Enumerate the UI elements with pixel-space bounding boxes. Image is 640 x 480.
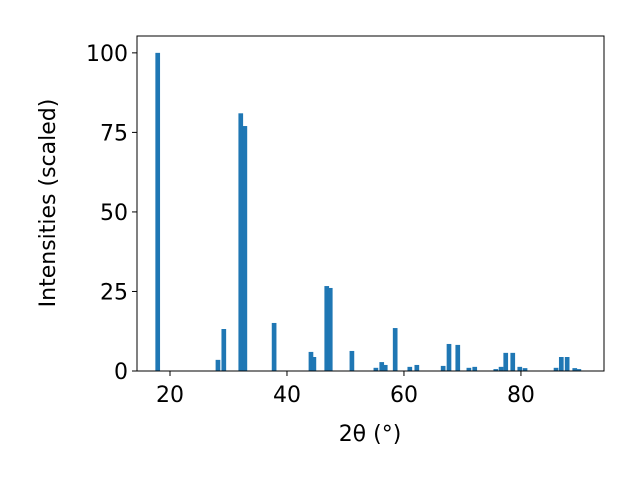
bar xyxy=(446,343,452,371)
bar xyxy=(455,344,461,371)
bar xyxy=(379,362,385,371)
bar xyxy=(522,368,528,371)
bar xyxy=(576,369,582,371)
bar xyxy=(440,365,446,371)
bar xyxy=(498,366,504,371)
bar xyxy=(242,126,248,372)
y-axis-label: Intensities (scaled) xyxy=(36,99,61,308)
bar xyxy=(271,322,277,371)
bar xyxy=(221,329,227,371)
y-tick-label: 75 xyxy=(100,121,128,146)
bar xyxy=(155,52,161,371)
bar xyxy=(238,113,244,372)
y-tick-label: 50 xyxy=(100,201,128,226)
x-tick-label: 20 xyxy=(156,383,184,408)
bar xyxy=(493,369,499,371)
bar xyxy=(327,287,333,371)
bar xyxy=(382,364,388,371)
bar xyxy=(373,367,379,371)
bar xyxy=(572,368,578,371)
x-tick-label: 40 xyxy=(273,383,301,408)
bar xyxy=(503,352,509,371)
bar xyxy=(510,352,516,371)
bar xyxy=(564,357,570,371)
bar xyxy=(308,351,314,371)
y-tick-label: 100 xyxy=(86,42,128,67)
bar xyxy=(407,366,413,371)
x-axis-label: 2θ (°) xyxy=(339,422,402,447)
bar xyxy=(517,366,523,371)
bar xyxy=(349,350,355,371)
bar xyxy=(392,328,398,371)
x-tick-label: 60 xyxy=(390,383,418,408)
x-tick-label: 80 xyxy=(507,383,535,408)
bar xyxy=(558,357,564,371)
bar xyxy=(553,367,559,371)
bar xyxy=(414,364,420,371)
plot-frame xyxy=(136,35,605,372)
y-tick-label: 0 xyxy=(114,360,128,385)
y-tick-label: 25 xyxy=(100,280,128,305)
bar xyxy=(472,366,478,371)
bar xyxy=(324,286,330,371)
bar xyxy=(466,367,472,371)
bar xyxy=(311,357,317,371)
bar xyxy=(215,359,221,371)
